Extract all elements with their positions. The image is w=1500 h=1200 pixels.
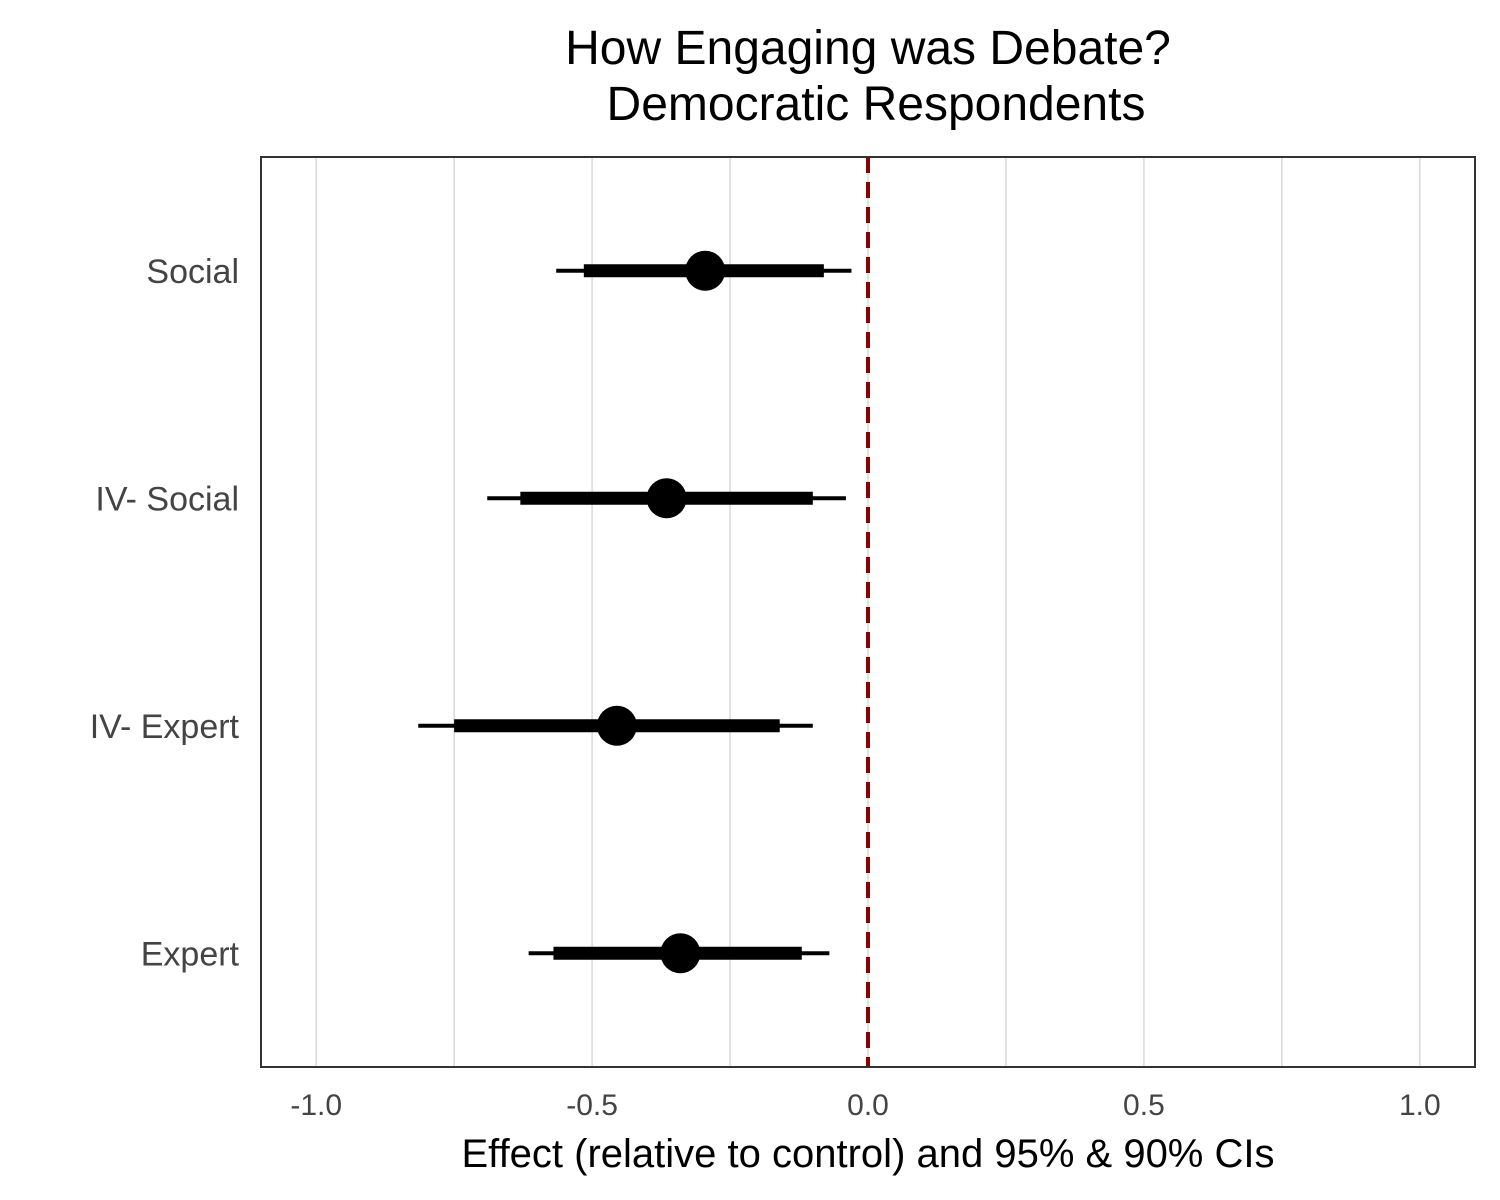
y-axis-labels: Social IV- Social IV- Expert Expert (90, 253, 240, 974)
point-estimate (596, 705, 637, 746)
x-tick-label: -0.5 (566, 1089, 618, 1122)
x-tick-label: -1.0 (290, 1089, 342, 1122)
x-tick-label: 1.0 (1399, 1089, 1441, 1122)
x-tick-label: 0.5 (1123, 1089, 1165, 1122)
y-tick-label: Social (146, 253, 239, 291)
y-tick-label: IV- Social (95, 480, 239, 518)
plot-panel-border (260, 156, 1476, 1068)
point-estimate (660, 933, 701, 974)
estimates-layer (418, 250, 852, 974)
chart-title-line1: How Engaging was Debate? (565, 22, 1171, 75)
point-estimate (646, 478, 687, 519)
point-estimate (685, 250, 726, 291)
y-tick-label: Expert (141, 935, 240, 973)
x-tick-label: 0.0 (847, 1089, 889, 1122)
chart-title-line2: Democratic Respondents (607, 78, 1146, 131)
x-axis-label: Effect (relative to control) and 95% & 9… (462, 1132, 1275, 1176)
x-axis-ticks: -1.0 -0.5 0.0 0.5 1.0 (290, 1089, 1440, 1122)
y-tick-label: IV- Expert (90, 708, 240, 746)
